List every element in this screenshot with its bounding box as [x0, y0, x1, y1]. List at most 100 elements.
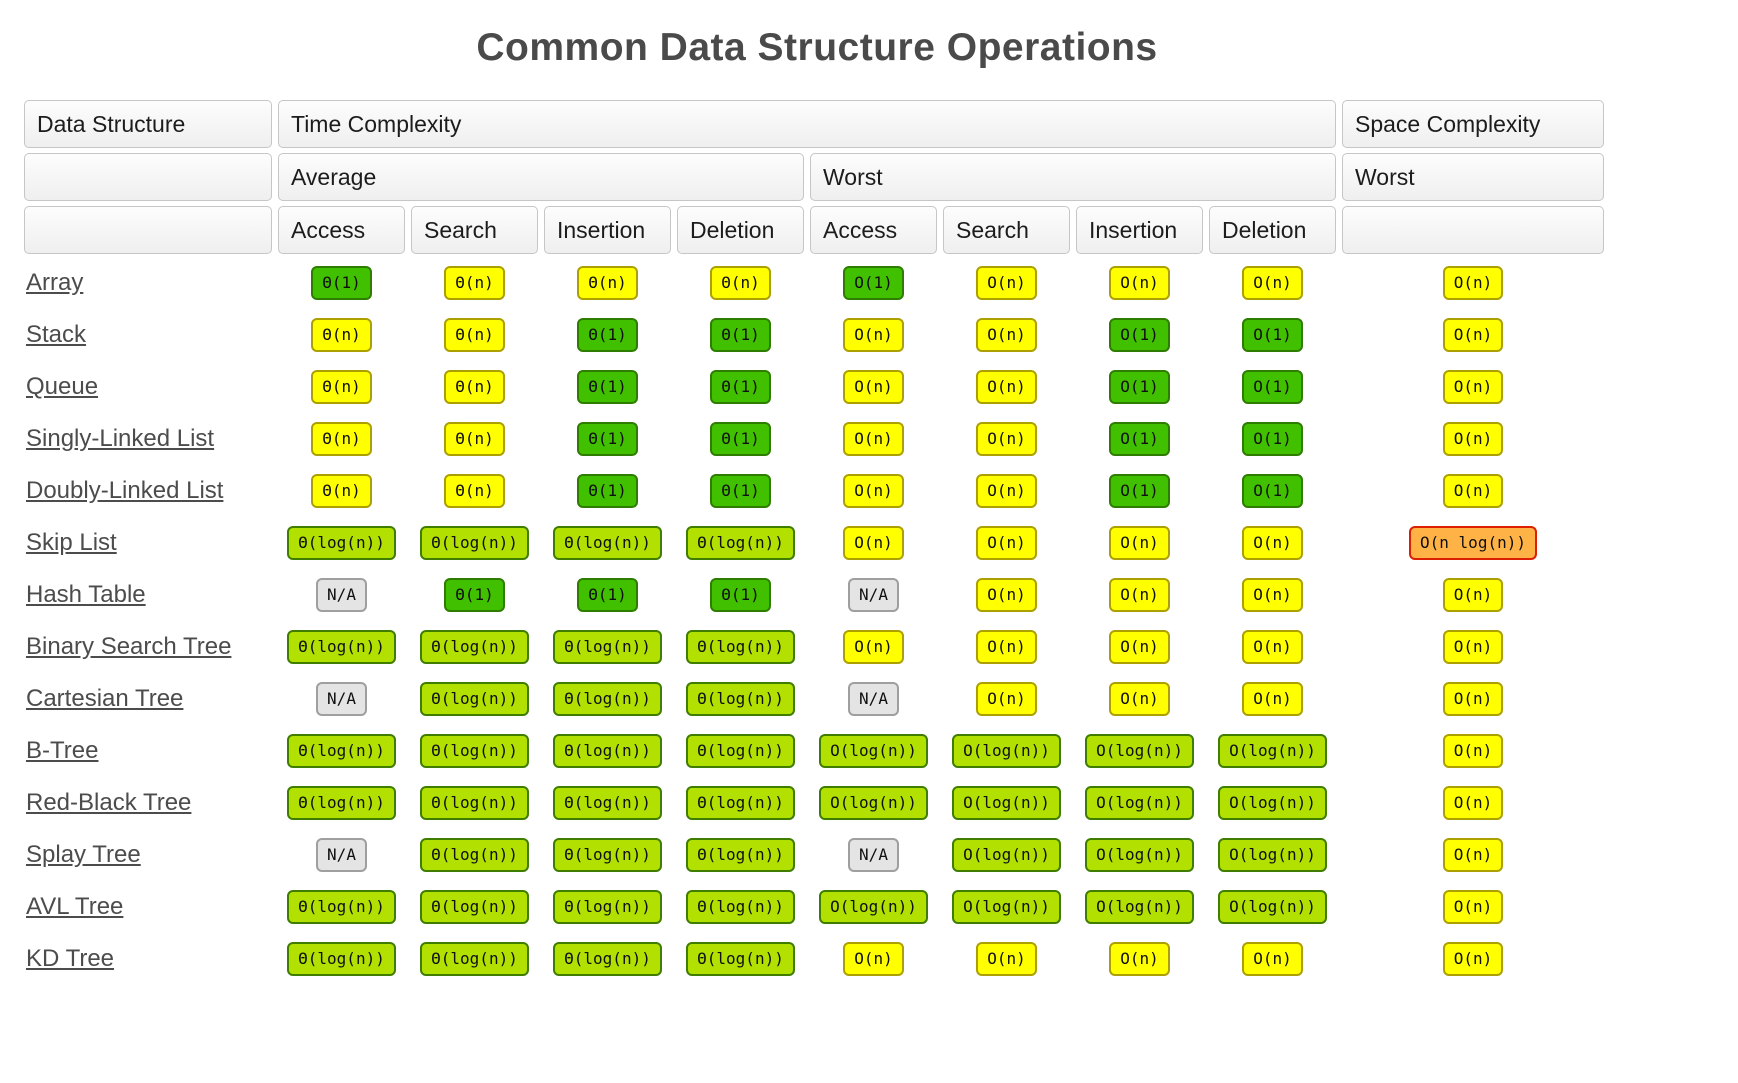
page-title: Common Data Structure Operations: [476, 26, 1158, 69]
complexity-badge: Θ(log(n)): [553, 837, 662, 872]
complexity-badge: O(n): [976, 369, 1037, 404]
complexity-badge: O(n): [976, 473, 1037, 508]
data-structure-link-hash-table[interactable]: Hash Table: [26, 580, 146, 608]
complexity-badge: O(n): [1442, 473, 1504, 508]
complexity-badge: Θ(log(n)): [686, 785, 795, 820]
complexity-cell: O(log(n)): [943, 831, 1070, 878]
data-structure-link-skip-list[interactable]: Skip List: [26, 528, 117, 556]
row-label-cell: Queue: [24, 363, 272, 410]
complexity-cell: O(1): [1076, 415, 1203, 462]
data-structure-link-array[interactable]: Array: [26, 268, 84, 296]
row-label-cell: Doubly-Linked List: [24, 467, 272, 514]
row-label-cell: Splay Tree: [24, 831, 272, 878]
header-worst: Worst: [810, 153, 1336, 201]
complexity-cell: O(n): [943, 467, 1070, 514]
complexity-cell: Θ(n): [278, 311, 405, 358]
data-structure-link-b-tree[interactable]: B-Tree: [26, 736, 99, 764]
complexity-badge: Θ(log(n)): [420, 889, 529, 924]
complexity-badge: O(log(n)): [1218, 889, 1327, 924]
complexity-cell: Θ(1): [411, 571, 538, 618]
complexity-cell: O(n): [1076, 259, 1203, 306]
data-structure-link-binary-search-tree[interactable]: Binary Search Tree: [26, 632, 232, 660]
complexity-badge: Θ(1): [577, 577, 638, 612]
complexity-cell: Θ(log(n)): [544, 831, 671, 878]
complexity-badge: N/A: [848, 837, 899, 872]
complexity-cell: Θ(log(n)): [544, 675, 671, 722]
complexity-badge: O(n): [1109, 577, 1170, 612]
complexity-cell: Θ(log(n)): [677, 623, 804, 670]
complexity-badge: O(log(n)): [1085, 837, 1194, 872]
data-structure-link-cartesian-tree[interactable]: Cartesian Tree: [26, 684, 184, 712]
complexity-badge: O(1): [1109, 369, 1170, 404]
complexity-badge: O(n): [1442, 421, 1504, 456]
complexity-cell: O(n): [1342, 623, 1604, 670]
complexity-badge: Θ(1): [710, 577, 771, 612]
data-structure-link-splay-tree[interactable]: Splay Tree: [26, 840, 141, 868]
data-structure-link-queue[interactable]: Queue: [26, 372, 99, 400]
complexity-badge: Θ(log(n)): [287, 785, 396, 820]
complexity-cell: Θ(log(n)): [677, 675, 804, 722]
complexity-badge: Θ(n): [710, 265, 771, 300]
complexity-cell: N/A: [278, 675, 405, 722]
complexity-badge: O(log(n)): [1085, 733, 1194, 768]
page: Common Data Structure Operations Data St…: [24, 26, 1610, 982]
complexity-cell: O(n): [810, 935, 937, 982]
complexity-cell: Θ(log(n)): [544, 883, 671, 930]
row-label-cell: KD Tree: [24, 935, 272, 982]
complexity-badge: Θ(1): [710, 421, 771, 456]
data-structure-link-red-black-tree[interactable]: Red-Black Tree: [26, 788, 192, 816]
complexity-badge: O(n): [1442, 577, 1504, 612]
complexity-cell: Θ(1): [677, 363, 804, 410]
complexity-badge: O(n): [976, 941, 1037, 976]
complexity-cell: Θ(1): [544, 363, 671, 410]
header-empty-cell: [24, 206, 272, 254]
header-avg-insertion: Insertion: [544, 206, 671, 254]
complexity-badge: O(log(n)): [1085, 785, 1194, 820]
data-structure-link-avl-tree[interactable]: AVL Tree: [26, 892, 124, 920]
complexity-badge: O(n): [1442, 681, 1504, 716]
complexity-cell: O(n): [943, 415, 1070, 462]
complexity-cell: O(log(n)): [1076, 883, 1203, 930]
complexity-badge: N/A: [848, 577, 899, 612]
complexity-cell: Θ(1): [544, 311, 671, 358]
complexity-badge: Θ(n): [444, 473, 505, 508]
complexity-cell: Θ(log(n)): [677, 831, 804, 878]
complexity-cell: Θ(1): [278, 259, 405, 306]
complexity-cell: Θ(n): [544, 259, 671, 306]
complexity-cell: O(log(n)): [1209, 779, 1336, 826]
complexity-cell: O(n): [1342, 259, 1604, 306]
complexity-cell: O(n): [1209, 571, 1336, 618]
complexity-badge: O(n): [976, 577, 1037, 612]
data-structure-link-singly-linked-list[interactable]: Singly-Linked List: [26, 424, 215, 452]
complexity-cell: O(n): [810, 311, 937, 358]
complexity-badge: O(n): [1242, 941, 1303, 976]
data-structure-link-stack[interactable]: Stack: [26, 320, 87, 348]
complexity-badge: O(1): [1109, 421, 1170, 456]
row-label-cell: Skip List: [24, 519, 272, 566]
complexity-badge: Θ(log(n)): [686, 733, 795, 768]
complexity-cell: O(1): [1209, 467, 1336, 514]
complexity-badge: N/A: [316, 681, 367, 716]
complexity-cell: Θ(n): [411, 259, 538, 306]
complexity-badge: Θ(log(n)): [686, 837, 795, 872]
complexity-badge: O(n): [1242, 525, 1303, 560]
complexity-cell: Θ(log(n)): [278, 779, 405, 826]
data-structure-link-doubly-linked-list[interactable]: Doubly-Linked List: [26, 476, 224, 504]
complexity-badge: Θ(log(n)): [553, 733, 662, 768]
complexity-badge: Θ(log(n)): [553, 629, 662, 664]
complexity-badge: Θ(1): [577, 421, 638, 456]
complexity-badge: Θ(1): [710, 317, 771, 352]
complexity-badge: O(n): [976, 421, 1037, 456]
complexity-cell: Θ(log(n)): [677, 883, 804, 930]
complexity-badge: O(n): [1442, 941, 1504, 976]
data-structure-link-kd-tree[interactable]: KD Tree: [26, 944, 115, 972]
complexity-cell: O(1): [1076, 467, 1203, 514]
complexity-badge: Θ(n): [311, 369, 372, 404]
complexity-cell: Θ(log(n)): [411, 935, 538, 982]
complexity-cell: O(n): [810, 415, 937, 462]
complexity-badge: O(n): [1442, 785, 1504, 820]
complexity-cell: Θ(n): [411, 311, 538, 358]
complexity-badge: O(n): [1442, 317, 1504, 352]
complexity-cell: Θ(log(n)): [677, 779, 804, 826]
complexity-badge: O(n): [1109, 681, 1170, 716]
